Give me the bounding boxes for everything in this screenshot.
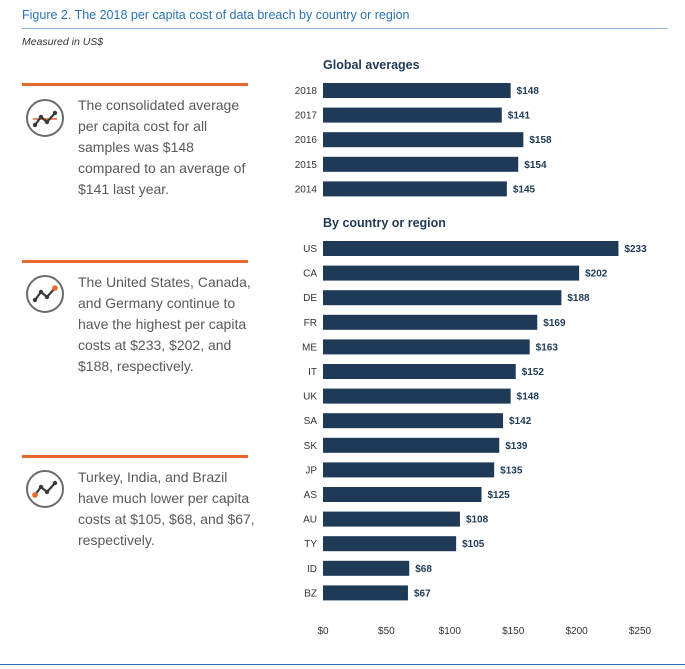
country-label-sk: SK [304, 441, 318, 452]
x-tick-250: $250 [629, 626, 652, 637]
country-bar-id [323, 560, 410, 576]
global-value-2018: $148 [517, 86, 540, 97]
country-value-ca: $202 [585, 269, 608, 280]
country-label-sa: SA [304, 416, 318, 427]
country-bar-jp [323, 462, 495, 478]
callout-accent-bar [22, 83, 248, 86]
title-divider [22, 28, 668, 29]
country-value-sk: $139 [505, 441, 528, 452]
country-label-jp: JP [305, 465, 317, 476]
country-value-as: $125 [488, 490, 511, 501]
country-value-fr: $169 [543, 318, 566, 329]
country-label-me: ME [302, 342, 317, 353]
chart-title-by-country: By country or region [323, 216, 446, 230]
x-tick-200: $200 [565, 626, 588, 637]
country-bar-ty [323, 536, 457, 552]
x-tick-100: $100 [439, 626, 462, 637]
units-note: Measured in US$ [22, 36, 104, 48]
callout-consolidated-average: The consolidated average per capita cost… [22, 83, 252, 197]
callout-accent-bar [22, 260, 248, 263]
country-label-id: ID [307, 564, 317, 575]
country-bar-fr [323, 314, 538, 330]
country-bars: US $233 CA $202 DE $188 FR $169 ME $163 IT $152 UK $1… [302, 241, 647, 601]
trend-line-icon [26, 470, 64, 508]
country-bar-us [323, 241, 619, 256]
callout-text: The United States, Canada, and Germany c… [78, 274, 251, 374]
country-value-me: $163 [536, 342, 559, 353]
global-bar-2015 [323, 156, 519, 172]
country-value-it: $152 [522, 367, 545, 378]
x-axis: $0 $50 $100 $150 $200 $250 [317, 626, 651, 637]
chart-title-global-averages: Global averages [323, 58, 420, 72]
callout-lowest-costs: Turkey, India, and Brazil have much lowe… [22, 455, 255, 548]
country-label-it: IT [308, 367, 317, 378]
country-bar-bz [323, 585, 408, 601]
global-value-2014: $145 [513, 184, 536, 195]
global-label-2015: 2015 [295, 160, 318, 171]
global-label-2014: 2014 [295, 184, 318, 195]
country-value-jp: $135 [500, 465, 523, 476]
global-averages-bars: 2018 $148 2017 $141 2016 $158 2015 $154 2014 $145 [295, 83, 552, 197]
x-tick-50: $50 [378, 626, 395, 637]
bottom-divider [0, 664, 685, 665]
country-label-as: AS [304, 490, 318, 501]
country-bar-ca [323, 265, 580, 281]
country-value-sa: $142 [509, 416, 532, 427]
global-label-2017: 2017 [295, 111, 318, 122]
country-bar-me [323, 339, 530, 355]
global-bar-2018 [323, 83, 511, 98]
country-value-bz: $67 [414, 588, 431, 599]
country-bar-de [323, 290, 562, 306]
global-label-2016: 2016 [295, 135, 318, 146]
callout-highest-costs: The United States, Canada, and Germany c… [22, 260, 252, 374]
callout-accent-bar [22, 455, 248, 458]
country-value-ty: $105 [462, 539, 485, 550]
figure-title: Figure 2. The 2018 per capita cost of da… [22, 8, 410, 22]
country-label-fr: FR [304, 318, 317, 329]
country-bar-it [323, 364, 516, 379]
global-value-2015: $154 [524, 160, 547, 171]
country-label-ca: CA [303, 269, 317, 280]
callout-text: Turkey, India, and Brazil have much lowe… [78, 469, 255, 548]
country-label-us: US [303, 244, 317, 255]
country-bar-as [323, 487, 482, 502]
country-bar-sa [323, 413, 504, 429]
country-bar-uk [323, 388, 511, 404]
global-label-2018: 2018 [295, 86, 318, 97]
country-label-de: DE [303, 293, 317, 304]
trend-line-icon [26, 99, 64, 137]
country-value-id: $68 [415, 564, 432, 575]
country-label-ty: TY [304, 539, 317, 550]
country-label-au: AU [303, 515, 317, 526]
country-label-bz: BZ [304, 588, 317, 599]
country-value-au: $108 [466, 515, 489, 526]
x-tick-150: $150 [502, 626, 525, 637]
global-bar-2014 [323, 181, 507, 197]
callout-text: The consolidated average per capita cost… [78, 97, 246, 197]
country-bar-au [323, 511, 460, 527]
global-bar-2016 [323, 132, 524, 148]
country-label-uk: UK [303, 392, 317, 403]
country-value-uk: $148 [517, 392, 540, 403]
trend-line-icon [26, 275, 64, 313]
country-value-de: $188 [567, 293, 590, 304]
global-bar-2017 [323, 107, 502, 123]
country-value-us: $233 [624, 244, 647, 255]
global-value-2016: $158 [529, 135, 552, 146]
global-value-2017: $141 [508, 111, 531, 122]
x-tick-0: $0 [317, 626, 329, 637]
country-bar-sk [323, 437, 500, 453]
